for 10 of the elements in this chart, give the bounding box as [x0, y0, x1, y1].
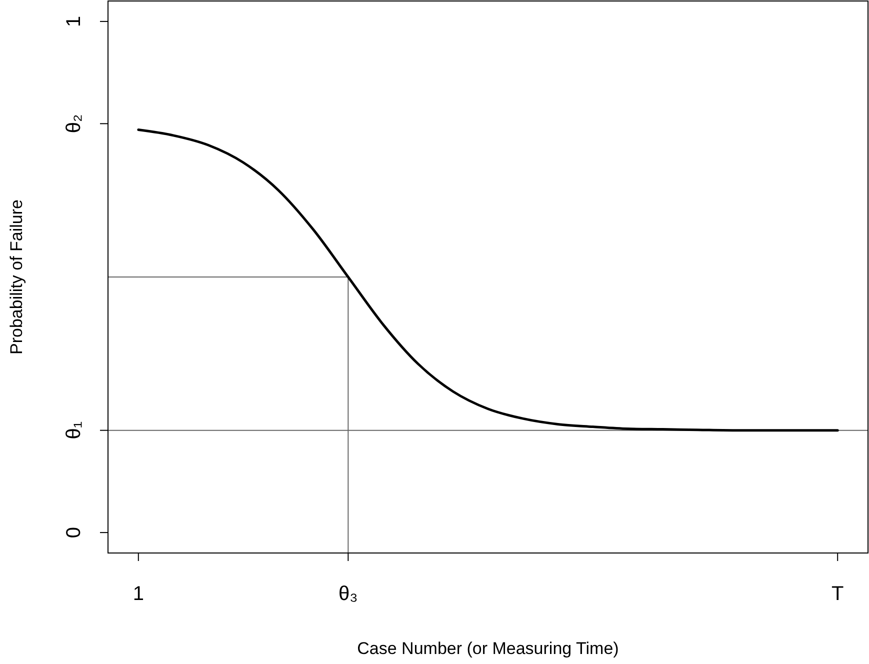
x-tick-label: T — [831, 583, 844, 605]
x-axis-title: Case Number (or Measuring Time) — [357, 639, 619, 658]
x-tick-label: θ₃ — [338, 583, 358, 605]
y-tick-label: θ₂ — [63, 114, 85, 134]
y-axis-title: Probability of Failure — [7, 200, 26, 354]
x-tick-label: 1 — [132, 583, 144, 605]
y-tick-label: 0 — [63, 526, 85, 538]
line-series — [137, 128, 839, 432]
y-tick-label: θ₁ — [63, 421, 85, 440]
y-tick-label: 1 — [63, 16, 85, 28]
